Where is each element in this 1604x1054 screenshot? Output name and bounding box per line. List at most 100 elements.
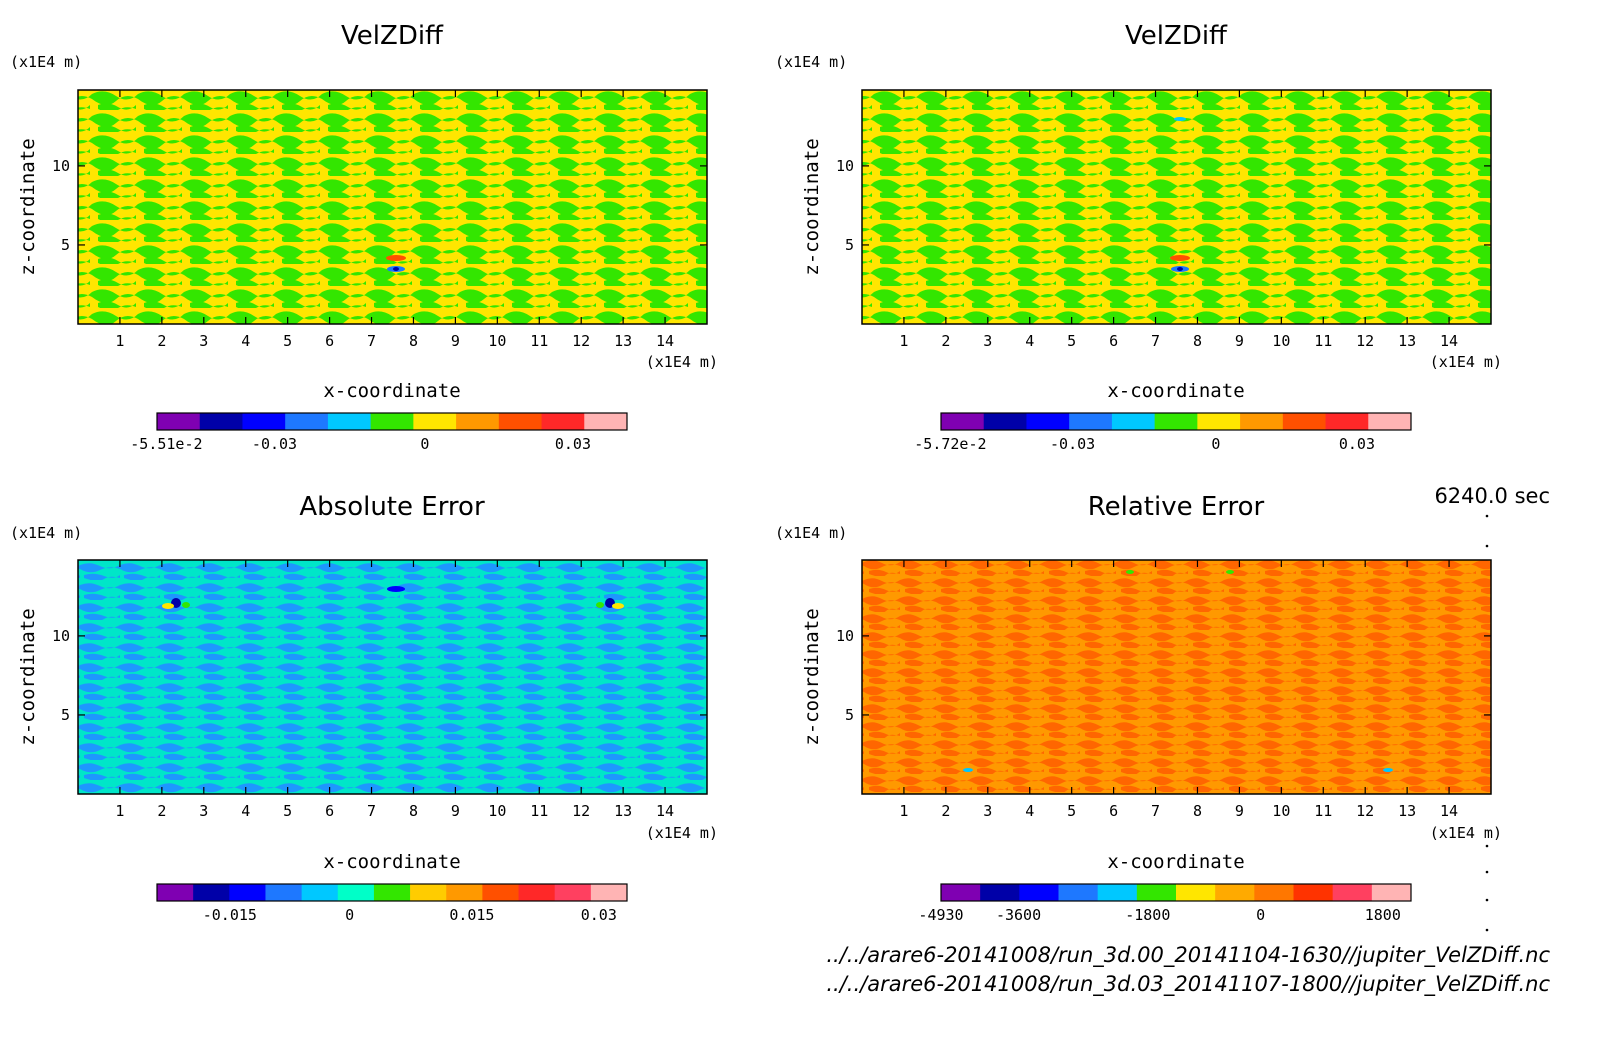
x-tick-label: 5 bbox=[283, 332, 292, 350]
colorbar-swatch bbox=[1111, 413, 1156, 430]
colorbar-swatch bbox=[1069, 413, 1113, 430]
y-axis-label: z-coordinate bbox=[17, 138, 39, 275]
colorbar-swatch bbox=[1368, 413, 1412, 430]
colorbar-frame bbox=[156, 883, 628, 902]
x-tick-label: 11 bbox=[1314, 332, 1332, 350]
colorbar-swatch bbox=[1325, 413, 1369, 430]
colorbar-swatch bbox=[199, 413, 243, 430]
x-tick-label: 13 bbox=[614, 332, 632, 350]
panel-title: Absolute Error bbox=[299, 492, 485, 522]
y-axis-label: z-coordinate bbox=[801, 608, 823, 745]
plot-area bbox=[861, 89, 1492, 325]
colorbar-swatch bbox=[337, 884, 375, 901]
x-tick-label: 2 bbox=[157, 332, 166, 350]
x-tick-label: 8 bbox=[409, 332, 418, 350]
x-tick-label: 14 bbox=[656, 332, 674, 350]
y-tick-label: 10 bbox=[52, 157, 70, 175]
x-unit-label: (x1E4 m) bbox=[1430, 824, 1502, 842]
colorbar-swatch bbox=[941, 884, 981, 901]
y-tick-label: 5 bbox=[61, 706, 70, 724]
panel-absolute-error: Absolute Error (x1E4 m) 1 2 3 4 5 6 7 8 9 10 11 12 1… bbox=[10, 492, 718, 924]
x-tick-label: 13 bbox=[614, 802, 632, 820]
x-unit-label: (x1E4 m) bbox=[646, 824, 718, 842]
x-tick-label: 8 bbox=[1193, 332, 1202, 350]
x-tick-label: 14 bbox=[1440, 332, 1458, 350]
colorbar-swatch bbox=[1058, 884, 1099, 901]
colorbar-swatch bbox=[1215, 884, 1255, 901]
colorbar-swatch bbox=[1197, 413, 1241, 430]
colorbar-swatch bbox=[265, 884, 303, 901]
x-tick-label: 3 bbox=[983, 332, 992, 350]
x-tick-label: 9 bbox=[451, 802, 460, 820]
y-tick-label: 5 bbox=[845, 706, 854, 724]
plot-area bbox=[77, 559, 708, 795]
colorbar-tick-label: 0 bbox=[1256, 906, 1265, 924]
x-tick-label: 1 bbox=[115, 332, 124, 350]
x-tick-label: 10 bbox=[488, 802, 506, 820]
colorbar-tick-label: -0.03 bbox=[252, 435, 297, 453]
colorbar-tick-label: 0.03 bbox=[581, 906, 617, 924]
x-tick-label: 4 bbox=[1025, 802, 1034, 820]
colorbar-tick-label: -5.51e-2 bbox=[130, 435, 202, 453]
colorbar-tick-label: 0 bbox=[420, 435, 429, 453]
x-tick-label: 14 bbox=[1440, 802, 1458, 820]
x-tick-label: 13 bbox=[1398, 802, 1416, 820]
y-axis-label: z-coordinate bbox=[17, 608, 39, 745]
x-tick-label: 2 bbox=[941, 332, 950, 350]
colorbar-swatch bbox=[157, 413, 201, 430]
colorbar-swatch bbox=[541, 413, 585, 430]
panel-title: Relative Error bbox=[1088, 492, 1265, 522]
x-tick-label: 5 bbox=[1067, 332, 1076, 350]
colorbar-swatch bbox=[1019, 884, 1059, 901]
x-tick-label: 3 bbox=[983, 802, 992, 820]
colorbar-swatch bbox=[1332, 884, 1373, 901]
x-tick-label: 10 bbox=[1272, 802, 1290, 820]
x-tick-label: 1 bbox=[115, 802, 124, 820]
x-axis-label: x-coordinate bbox=[323, 851, 460, 873]
x-tick-label: 3 bbox=[199, 802, 208, 820]
colorbar-swatch bbox=[498, 413, 543, 430]
colorbar-tick-label: 0.015 bbox=[449, 906, 494, 924]
y-tick-label: 10 bbox=[52, 627, 70, 645]
x-tick-label: 1 bbox=[899, 802, 908, 820]
x-tick-label: 5 bbox=[283, 802, 292, 820]
x-tick-label: 8 bbox=[409, 802, 418, 820]
x-tick-label: 4 bbox=[241, 332, 250, 350]
colorbar-swatch bbox=[410, 884, 447, 901]
x-axis-label: x-coordinate bbox=[1107, 380, 1244, 402]
x-tick-label: 9 bbox=[451, 332, 460, 350]
anomaly-marks bbox=[1170, 117, 1190, 272]
colorbar-swatch bbox=[980, 884, 1020, 901]
y-unit-label: (x1E4 m) bbox=[10, 53, 82, 71]
colorbar-swatch bbox=[1136, 884, 1177, 901]
colorbar-swatch bbox=[590, 884, 628, 901]
y-axis-label: z-coordinate bbox=[801, 138, 823, 275]
colorbar-swatch bbox=[242, 413, 286, 430]
x-tick-label: 6 bbox=[1109, 802, 1118, 820]
x-tick-label: 2 bbox=[941, 802, 950, 820]
y-tick-label: 5 bbox=[61, 236, 70, 254]
colorbar-swatch bbox=[285, 413, 329, 430]
colorbar-swatch bbox=[413, 413, 457, 430]
file-path-1: ../../arare6-20141008/run_3d.00_20141104… bbox=[826, 943, 1550, 967]
file-path-2: ../../arare6-20141008/run_3d.03_20141107… bbox=[826, 972, 1550, 996]
x-tick-label: 9 bbox=[1235, 802, 1244, 820]
x-unit-label: (x1E4 m) bbox=[1430, 353, 1502, 371]
x-tick-label: 7 bbox=[1151, 332, 1160, 350]
colorbar-swatch bbox=[1154, 413, 1198, 430]
x-tick-label: 5 bbox=[1067, 802, 1076, 820]
colorbar-swatch bbox=[327, 413, 372, 430]
x-tick-label: 11 bbox=[1314, 802, 1332, 820]
colorbar-swatch bbox=[941, 413, 985, 430]
colorbar-tick-label: -5.72e-2 bbox=[914, 435, 986, 453]
x-tick-label: 1 bbox=[899, 332, 908, 350]
x-tick-label: 2 bbox=[157, 802, 166, 820]
y-tick-label: 10 bbox=[836, 627, 854, 645]
colorbar: -0.015 0 0.015 0.03 bbox=[156, 883, 628, 924]
colorbar-swatch bbox=[1026, 413, 1070, 430]
panel-title: VelZDiff bbox=[341, 21, 444, 51]
